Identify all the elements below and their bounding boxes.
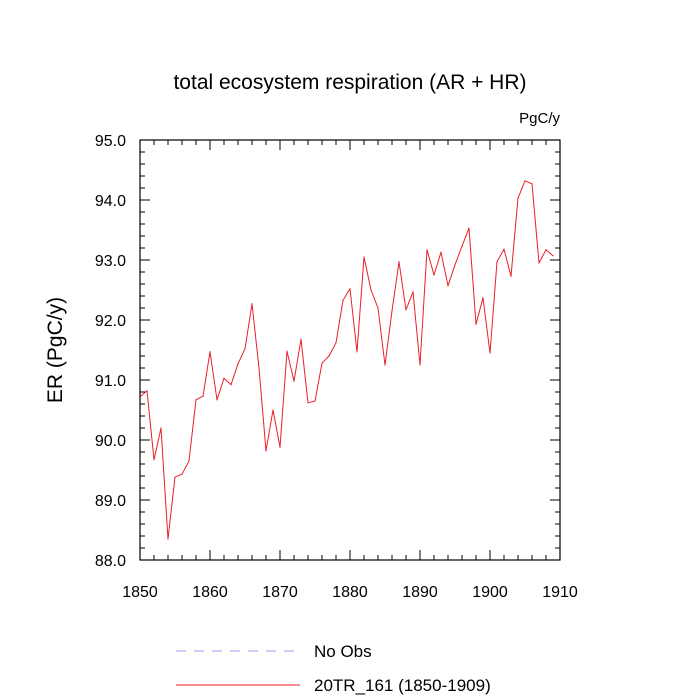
data-point bbox=[475, 323, 477, 325]
data-point bbox=[335, 342, 337, 344]
data-point bbox=[328, 355, 330, 357]
data-point bbox=[244, 348, 246, 350]
x-tick-label: 1870 bbox=[262, 584, 298, 601]
series-layer bbox=[139, 180, 554, 540]
data-point bbox=[510, 275, 512, 277]
data-point bbox=[370, 289, 372, 291]
data-point bbox=[461, 245, 463, 247]
data-point bbox=[482, 297, 484, 299]
x-tick-label: 1850 bbox=[122, 584, 158, 601]
data-point bbox=[412, 291, 414, 293]
data-point bbox=[160, 427, 162, 429]
data-point bbox=[202, 395, 204, 397]
data-point bbox=[321, 362, 323, 364]
data-point bbox=[342, 299, 344, 301]
y-axis-label: ER (PgC/y) bbox=[44, 297, 67, 403]
y-tick-label: 93.0 bbox=[95, 253, 126, 270]
x-tick-label: 1910 bbox=[542, 584, 578, 601]
data-point bbox=[272, 409, 274, 411]
data-point bbox=[174, 476, 176, 478]
data-point bbox=[538, 262, 540, 264]
y-tick-label: 89.0 bbox=[95, 493, 126, 510]
data-point bbox=[265, 450, 267, 452]
y-tick-label: 88.0 bbox=[95, 553, 126, 570]
data-point bbox=[195, 399, 197, 401]
data-point bbox=[223, 377, 225, 379]
data-point bbox=[356, 351, 358, 353]
data-point bbox=[447, 285, 449, 287]
ticks-layer: 1850 1860 1870 1880 1890 1900 1910 88.0 89.0 90.0… bbox=[95, 133, 578, 601]
y-tick-label: 91.0 bbox=[95, 373, 126, 390]
data-point bbox=[251, 303, 253, 305]
data-point bbox=[216, 399, 218, 401]
data-point bbox=[496, 261, 498, 263]
x-tick-label: 1880 bbox=[332, 584, 368, 601]
data-point bbox=[258, 367, 260, 369]
y-tick-label: 95.0 bbox=[95, 133, 126, 150]
units-label: PgC/y bbox=[519, 110, 560, 127]
data-point bbox=[300, 338, 302, 340]
data-point bbox=[286, 350, 288, 352]
data-point bbox=[440, 251, 442, 253]
data-point bbox=[377, 307, 379, 309]
data-point bbox=[398, 261, 400, 263]
chart-title: total ecosystem respiration (AR + HR) bbox=[173, 71, 526, 94]
data-point bbox=[405, 309, 407, 311]
data-point bbox=[503, 248, 505, 250]
data-point bbox=[279, 446, 281, 448]
data-point bbox=[237, 363, 239, 365]
legend-label: 20TR_161 (1850-1909) bbox=[314, 676, 491, 695]
data-point bbox=[363, 256, 365, 258]
data-point bbox=[384, 364, 386, 366]
legend: No Obs 20TR_161 (1850-1909) bbox=[176, 642, 491, 695]
data-point bbox=[293, 380, 295, 382]
y-tick-label: 94.0 bbox=[95, 193, 126, 210]
data-point bbox=[545, 249, 547, 251]
data-point bbox=[426, 249, 428, 251]
data-point bbox=[489, 352, 491, 354]
data-point bbox=[230, 384, 232, 386]
x-tick-label: 1890 bbox=[402, 584, 438, 601]
data-point bbox=[188, 460, 190, 462]
data-point bbox=[552, 255, 554, 257]
plot-frame bbox=[139, 139, 561, 561]
series-line bbox=[139, 180, 554, 540]
data-point bbox=[517, 197, 519, 199]
data-point bbox=[209, 351, 211, 353]
data-point bbox=[524, 180, 526, 182]
x-tick-label: 1860 bbox=[192, 584, 228, 601]
data-point bbox=[349, 288, 351, 290]
data-point bbox=[167, 538, 169, 540]
data-point bbox=[419, 364, 421, 366]
x-tick-label: 1900 bbox=[472, 584, 508, 601]
data-point bbox=[391, 310, 393, 312]
data-point bbox=[181, 473, 183, 475]
legend-label: No Obs bbox=[314, 642, 372, 661]
data-point bbox=[153, 459, 155, 461]
data-point bbox=[433, 274, 435, 276]
data-point bbox=[468, 227, 470, 229]
y-tick-label: 90.0 bbox=[95, 433, 126, 450]
y-tick-label: 92.0 bbox=[95, 313, 126, 330]
data-point bbox=[314, 400, 316, 402]
data-point bbox=[454, 264, 456, 266]
data-point bbox=[531, 183, 533, 185]
data-point bbox=[307, 402, 309, 404]
data-point bbox=[146, 390, 148, 392]
